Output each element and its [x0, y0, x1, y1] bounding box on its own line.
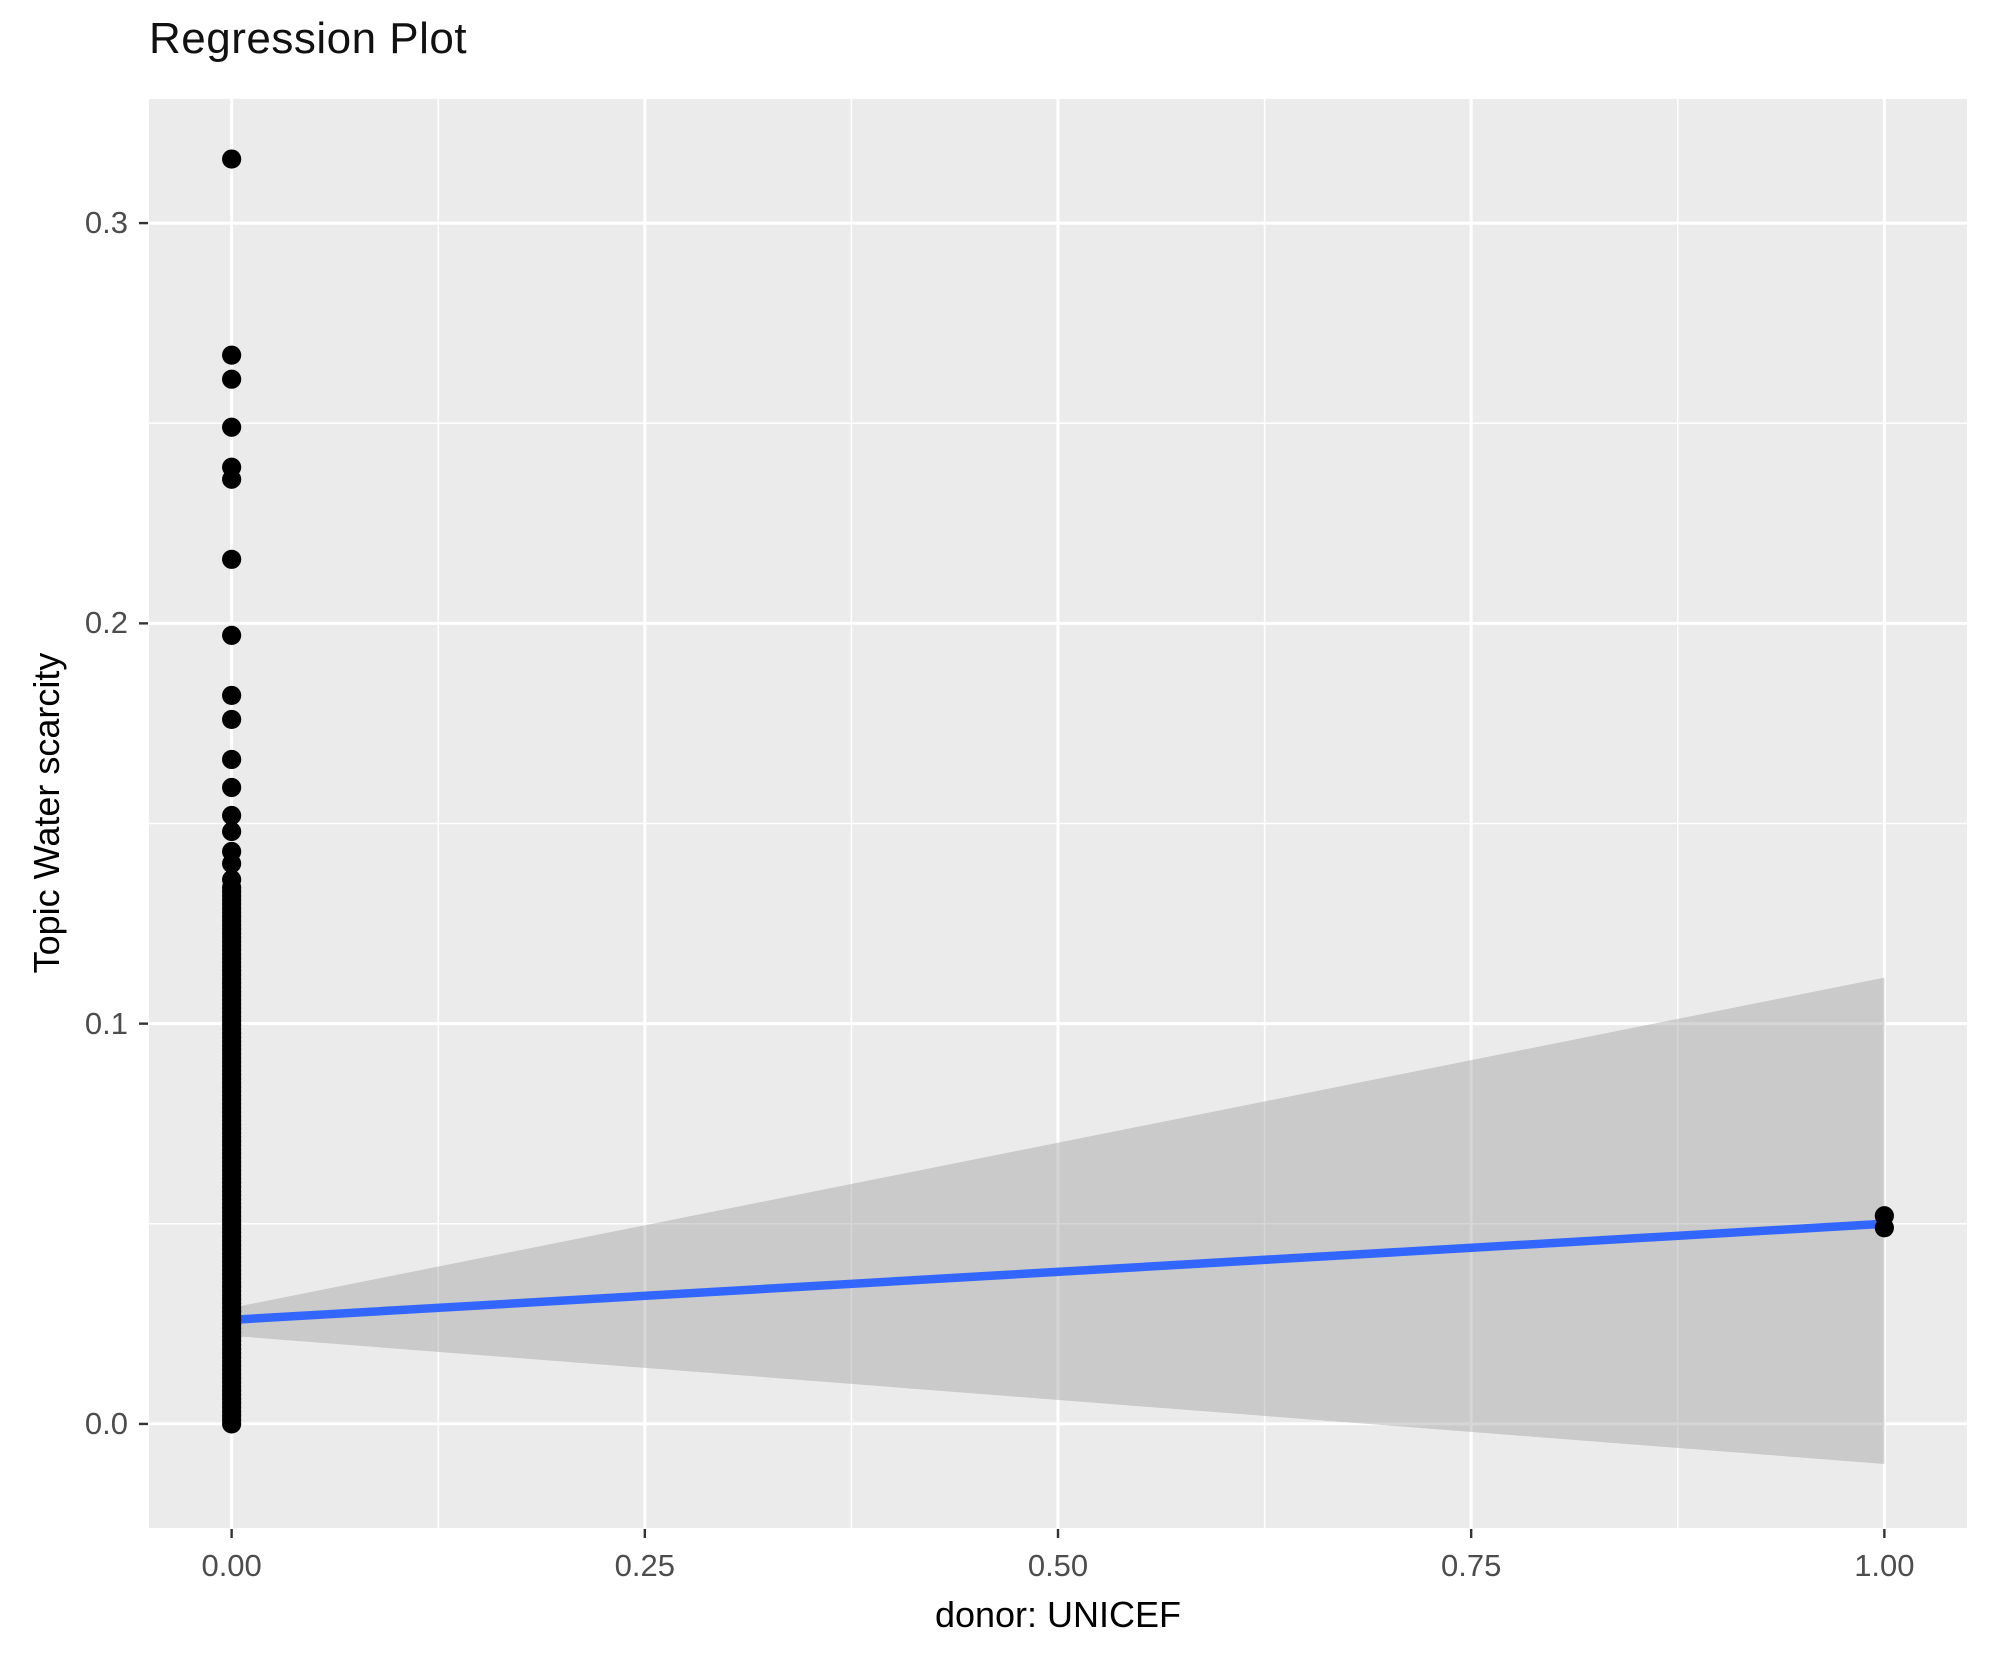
data-point	[222, 685, 242, 706]
data-point	[222, 417, 242, 437]
data-point	[222, 777, 242, 798]
y-axis-title: Topic Water scarcity	[26, 652, 67, 974]
data-point	[222, 749, 242, 770]
data-point	[222, 805, 242, 826]
data-point	[222, 469, 242, 489]
data-point	[222, 345, 242, 365]
confidence-band	[231, 977, 1885, 1464]
y-tick-label: 0.3	[84, 205, 128, 241]
data-point	[1874, 1218, 1894, 1238]
data-point	[222, 821, 242, 842]
x-axis-title: donor: UNICEF	[934, 1594, 1182, 1635]
y-tick-label: 0.2	[84, 605, 128, 641]
regression-line	[231, 1219, 1885, 1325]
x-tick-label: 0.25	[614, 1548, 675, 1583]
data-point	[222, 149, 242, 169]
data-point	[222, 877, 242, 898]
y-tick-label: 0.1	[84, 1005, 128, 1041]
x-tick-label: 1.00	[1854, 1548, 1915, 1583]
data-point	[222, 853, 242, 874]
data-point	[222, 369, 242, 389]
y-tick-label: 0.0	[84, 1405, 128, 1441]
x-tick-label: 0.75	[1441, 1548, 1502, 1583]
data-point	[222, 709, 242, 730]
x-tick-label: 0.00	[201, 1548, 262, 1583]
x-tick-label: 0.50	[1027, 1548, 1089, 1583]
data-point	[222, 625, 242, 645]
plot-title: Regression Plot	[149, 14, 468, 63]
data-point	[222, 549, 242, 569]
